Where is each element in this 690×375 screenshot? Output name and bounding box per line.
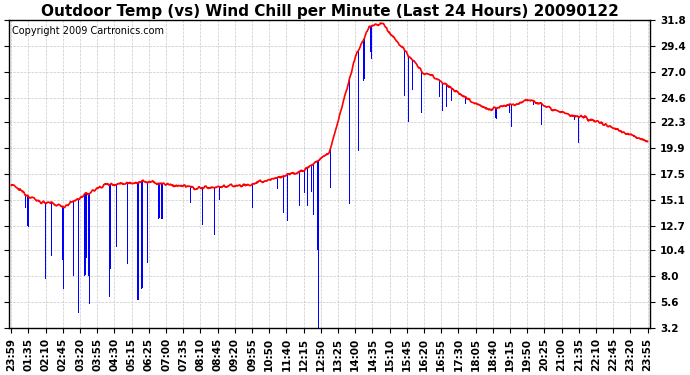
Text: Copyright 2009 Cartronics.com: Copyright 2009 Cartronics.com <box>12 27 164 36</box>
Title: Outdoor Temp (vs) Wind Chill per Minute (Last 24 Hours) 20090122: Outdoor Temp (vs) Wind Chill per Minute … <box>41 4 618 19</box>
